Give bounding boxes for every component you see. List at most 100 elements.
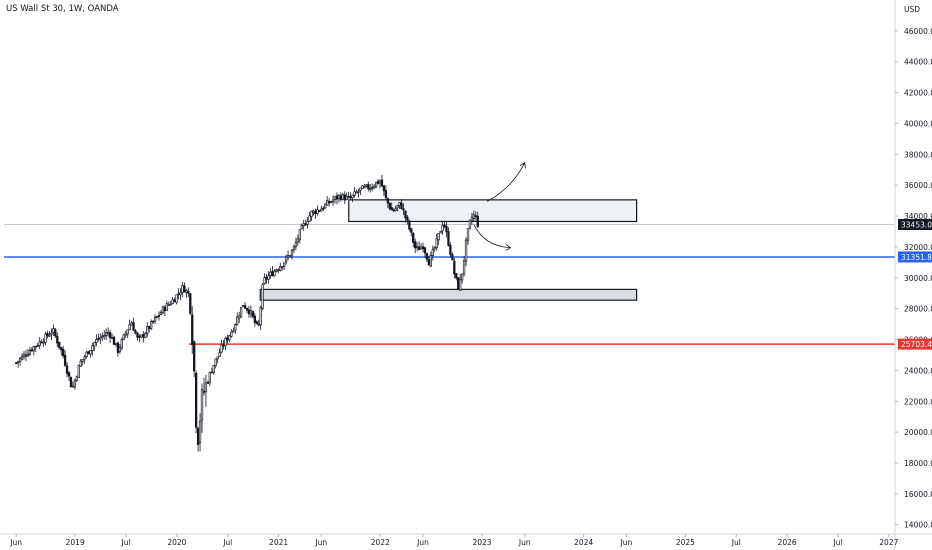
y-tick-label: 46000.0 xyxy=(904,27,932,36)
candle-body xyxy=(408,220,411,230)
y-tick-label: 42000.0 xyxy=(904,89,932,98)
candle-body xyxy=(187,290,190,294)
candle-body xyxy=(261,284,264,309)
candle-body xyxy=(67,372,71,377)
x-tick-label: 2026 xyxy=(778,538,797,547)
candle-body xyxy=(173,299,176,303)
candle-body xyxy=(355,191,358,194)
candle-body xyxy=(194,372,198,428)
candle-body xyxy=(290,249,294,256)
candle-body xyxy=(89,350,92,355)
candle-body xyxy=(83,356,86,360)
candle-body xyxy=(222,344,225,347)
candle-body xyxy=(269,271,272,276)
candle-body xyxy=(155,315,159,318)
y-tick-label: 40000.0 xyxy=(904,119,932,128)
y-tick-label: 14000.0 xyxy=(904,521,932,530)
candle-body xyxy=(95,339,98,343)
candle-body xyxy=(167,303,170,306)
candle-body xyxy=(320,208,323,212)
down-arrow-drawing xyxy=(473,224,511,248)
candle-body xyxy=(394,208,397,211)
candle-body xyxy=(153,316,157,322)
zones-layer[interactable] xyxy=(259,199,638,301)
candle-body xyxy=(251,311,255,317)
candle-body xyxy=(416,246,419,249)
arrows-layer[interactable] xyxy=(473,163,525,248)
candle-body xyxy=(284,256,288,263)
y-tick-label: 22000.0 xyxy=(904,397,932,406)
candle-body xyxy=(87,351,90,355)
candle-body xyxy=(220,344,223,353)
candle-body xyxy=(449,244,452,255)
candle-body xyxy=(324,203,327,209)
candle-body xyxy=(140,334,143,338)
candle-body xyxy=(472,214,476,219)
y-tick-label: 44000.0 xyxy=(904,58,932,67)
candle-body xyxy=(142,334,145,338)
resistance-zone xyxy=(348,199,638,223)
candle-body xyxy=(75,376,78,381)
time-axis[interactable]: Jun 2019 Jul 2020 Jul 2021 Jun 2022 Jun 2023 Jun 20… xyxy=(0,533,932,547)
candle-body xyxy=(22,353,26,358)
candle-body xyxy=(144,333,147,338)
candle-body xyxy=(193,341,196,372)
candle-body xyxy=(400,202,403,210)
candle-body xyxy=(460,273,464,281)
candle-body xyxy=(58,341,61,348)
candle-body xyxy=(226,337,229,341)
x-tick-label: Jun xyxy=(518,538,531,547)
x-tick-label: 2022 xyxy=(371,538,390,547)
candle-body xyxy=(351,194,354,199)
candle-body xyxy=(34,345,37,348)
candle-body xyxy=(236,316,239,326)
candle-body xyxy=(451,254,454,261)
candle-body xyxy=(36,345,39,347)
x-tick-label: Jul xyxy=(731,538,741,547)
last-price-tag-text: 33453.0 xyxy=(901,221,932,230)
x-tick-label: 2019 xyxy=(66,538,85,547)
y-tick-label: 38000.0 xyxy=(904,150,932,159)
candle-body xyxy=(318,210,321,212)
red-line-price-tag-text: 25703.4 xyxy=(901,340,932,349)
price-axis[interactable]: USD 14000.0 16000.0 18000.0 20000.0 22000.0 24… xyxy=(894,0,932,550)
blue-line-price-tag: 31351.8 xyxy=(898,251,932,263)
candle-body xyxy=(48,334,51,337)
candle-body xyxy=(441,225,444,232)
candle-body xyxy=(345,195,348,200)
x-tick-label: 2025 xyxy=(676,538,695,547)
candle-body xyxy=(189,293,192,314)
candle-body xyxy=(343,194,346,201)
candle-body xyxy=(101,335,104,338)
candle-body xyxy=(30,349,34,352)
horizontal-lines-layer[interactable] xyxy=(4,224,895,345)
candle-body xyxy=(110,337,114,339)
x-tick-label: 2024 xyxy=(574,538,593,547)
candle-body xyxy=(425,253,429,260)
candle-body xyxy=(404,210,407,219)
candle-body xyxy=(214,358,217,367)
candle-body xyxy=(204,382,208,393)
candle-body xyxy=(224,338,227,347)
candle-body xyxy=(232,330,235,333)
candle-body xyxy=(116,342,120,353)
candle-body xyxy=(247,309,251,315)
candle-body xyxy=(46,332,49,337)
candle-body xyxy=(52,328,55,333)
x-tick-label: 2020 xyxy=(167,538,186,547)
candle-body xyxy=(331,199,335,203)
candle-body xyxy=(175,294,178,304)
candle-body xyxy=(292,246,296,250)
y-tick-label: 34000.0 xyxy=(904,212,932,221)
candle-body xyxy=(157,315,161,317)
candle-body xyxy=(138,335,141,338)
candle-body xyxy=(398,202,401,206)
candle-body xyxy=(474,215,477,217)
candle-body xyxy=(457,277,460,291)
x-tick-label: Jul xyxy=(832,538,842,547)
last-price-tag-bg xyxy=(898,219,932,231)
candle-body xyxy=(365,184,368,187)
candle-body xyxy=(462,260,466,274)
candle-body xyxy=(414,241,417,249)
